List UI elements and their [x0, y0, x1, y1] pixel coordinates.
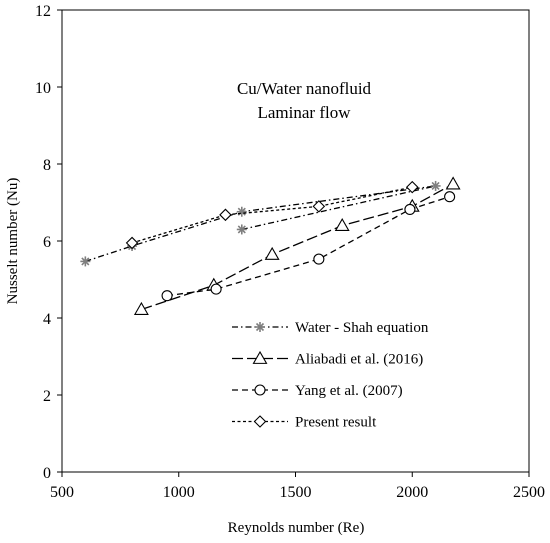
data-point	[161, 290, 173, 302]
annotation-line-1: Cu/Water nanofluid	[237, 79, 372, 98]
y-tick-label: 4	[43, 311, 51, 328]
x-tick-label: 1500	[280, 484, 312, 501]
y-tick-label: 12	[35, 3, 51, 20]
data-point	[133, 301, 149, 315]
series-line	[166, 196, 450, 297]
data-point	[210, 283, 222, 295]
legend-label: Yang et al. (2007)	[295, 383, 403, 399]
data-point	[334, 217, 350, 232]
x-tick-label: 1000	[163, 484, 195, 501]
series-line	[241, 185, 436, 231]
data-point	[264, 246, 280, 260]
x-tick-label: 2000	[396, 484, 428, 501]
data-point	[219, 208, 232, 222]
annotation-line-2: Laminar flow	[258, 103, 352, 122]
x-tick-label: 500	[50, 484, 74, 501]
legend-item: Aliabadi et al. (2016)	[232, 350, 423, 368]
y-tick-label: 6	[43, 234, 51, 251]
legend-marker	[252, 350, 268, 364]
legend-item: Water - Shah equation	[232, 320, 429, 336]
tick-layer: 500 1000 1500 2000 2500 0 2 4 6 8 10 12	[35, 3, 545, 501]
x-axis-title: Reynolds number (Re)	[228, 520, 365, 536]
legend-label: Present result	[295, 415, 377, 431]
data-point	[405, 180, 419, 194]
series-line	[85, 185, 436, 263]
data-point	[404, 203, 416, 215]
y-axis-title: Nusselt number (Nu)	[5, 178, 21, 305]
series-line	[131, 186, 413, 244]
legend-marker	[254, 384, 266, 396]
x-tick-label: 2500	[513, 484, 545, 501]
legend-marker	[253, 415, 267, 428]
series-3	[161, 191, 456, 302]
data-point	[445, 176, 461, 190]
legend-item: Yang et al. (2007)	[232, 383, 403, 399]
series-4	[125, 180, 419, 250]
series-1	[80, 180, 441, 267]
legend-label: Water - Shah equation	[295, 320, 429, 336]
legend-item: Present result	[232, 415, 377, 431]
series-line	[141, 183, 454, 311]
series-layer	[80, 176, 461, 315]
series-2	[133, 176, 461, 315]
data-point	[312, 200, 326, 213]
legend: Water - Shah equation Aliabadi et al. (20…	[232, 320, 429, 431]
y-tick-label: 8	[43, 157, 51, 174]
y-tick-label: 10	[35, 80, 51, 97]
y-tick-label: 0	[43, 465, 51, 482]
y-tick-label: 2	[43, 388, 51, 405]
data-point	[125, 236, 139, 250]
data-point	[313, 253, 325, 265]
legend-label: Aliabadi et al. (2016)	[295, 352, 423, 368]
data-point	[444, 191, 456, 203]
